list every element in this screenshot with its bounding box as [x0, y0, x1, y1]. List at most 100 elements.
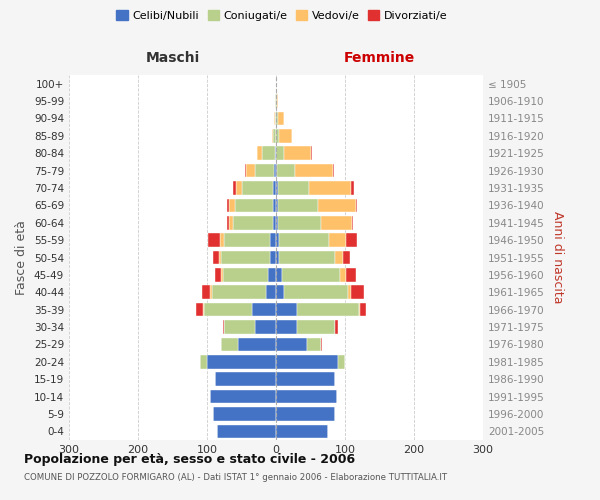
- Bar: [272, 198, 276, 212]
- Bar: [196, 303, 203, 316]
- Bar: [348, 286, 351, 299]
- Bar: [276, 390, 337, 404]
- Bar: [276, 303, 296, 316]
- Bar: [276, 338, 307, 351]
- Bar: [236, 181, 241, 195]
- Bar: [278, 112, 284, 125]
- Bar: [276, 94, 277, 108]
- Bar: [278, 216, 321, 230]
- Bar: [213, 250, 219, 264]
- Bar: [321, 216, 352, 230]
- Bar: [238, 338, 276, 351]
- Bar: [229, 216, 233, 230]
- Bar: [276, 198, 278, 212]
- Bar: [280, 234, 329, 247]
- Bar: [276, 234, 280, 247]
- Bar: [335, 320, 338, 334]
- Bar: [235, 198, 272, 212]
- Bar: [329, 234, 346, 247]
- Bar: [280, 129, 292, 142]
- Y-axis label: Fasce di età: Fasce di età: [16, 220, 28, 295]
- Legend: Celibi/Nubili, Coniugati/e, Vedovi/e, Divorziati/e: Celibi/Nubili, Coniugati/e, Vedovi/e, Di…: [114, 8, 450, 23]
- Bar: [346, 268, 356, 281]
- Bar: [346, 234, 357, 247]
- Bar: [202, 286, 211, 299]
- Bar: [318, 198, 356, 212]
- Bar: [212, 407, 276, 420]
- Bar: [276, 112, 278, 125]
- Y-axis label: Anni di nascita: Anni di nascita: [551, 211, 564, 304]
- Bar: [276, 286, 284, 299]
- Bar: [221, 250, 271, 264]
- Bar: [272, 216, 276, 230]
- Bar: [281, 268, 340, 281]
- Bar: [227, 198, 229, 212]
- Bar: [275, 112, 276, 125]
- Text: COMUNE DI POZZOLO FORMIGARO (AL) - Dati ISTAT 1° gennaio 2006 - Elaborazione TUT: COMUNE DI POZZOLO FORMIGARO (AL) - Dati …: [24, 472, 447, 482]
- Text: Popolazione per età, sesso e stato civile - 2006: Popolazione per età, sesso e stato civil…: [24, 452, 355, 466]
- Bar: [208, 234, 220, 247]
- Bar: [217, 424, 276, 438]
- Bar: [211, 286, 212, 299]
- Bar: [252, 303, 276, 316]
- Bar: [284, 146, 311, 160]
- Bar: [212, 286, 266, 299]
- Bar: [296, 303, 359, 316]
- Bar: [332, 164, 334, 177]
- Bar: [276, 146, 284, 160]
- Bar: [307, 338, 321, 351]
- Bar: [211, 390, 276, 404]
- Bar: [247, 164, 254, 177]
- Bar: [359, 303, 360, 316]
- Bar: [277, 164, 295, 177]
- Bar: [296, 320, 335, 334]
- Bar: [277, 94, 278, 108]
- Bar: [241, 181, 272, 195]
- Bar: [338, 355, 345, 368]
- Bar: [276, 320, 296, 334]
- Bar: [224, 234, 271, 247]
- Bar: [262, 146, 275, 160]
- Bar: [284, 286, 348, 299]
- Bar: [309, 181, 350, 195]
- Bar: [276, 268, 281, 281]
- Bar: [245, 164, 247, 177]
- Bar: [273, 129, 276, 142]
- Bar: [352, 216, 353, 230]
- Text: Femmine: Femmine: [344, 50, 415, 64]
- Bar: [271, 234, 276, 247]
- Bar: [200, 355, 207, 368]
- Bar: [257, 146, 262, 160]
- Bar: [276, 424, 328, 438]
- Bar: [207, 355, 276, 368]
- Bar: [215, 372, 276, 386]
- Bar: [272, 181, 276, 195]
- Bar: [223, 320, 224, 334]
- Bar: [220, 234, 224, 247]
- Bar: [276, 164, 277, 177]
- Bar: [233, 181, 236, 195]
- Bar: [274, 164, 276, 177]
- Bar: [276, 216, 278, 230]
- Bar: [335, 250, 343, 264]
- Bar: [271, 250, 276, 264]
- Bar: [356, 198, 358, 212]
- Bar: [278, 198, 318, 212]
- Bar: [321, 338, 322, 351]
- Bar: [276, 407, 335, 420]
- Bar: [272, 129, 273, 142]
- Bar: [276, 129, 280, 142]
- Bar: [274, 112, 275, 125]
- Bar: [276, 372, 335, 386]
- Bar: [203, 303, 252, 316]
- Bar: [254, 164, 274, 177]
- Bar: [215, 268, 221, 281]
- Bar: [256, 320, 276, 334]
- Bar: [280, 250, 335, 264]
- Bar: [275, 146, 276, 160]
- Bar: [350, 181, 354, 195]
- Bar: [343, 250, 350, 264]
- Bar: [221, 268, 223, 281]
- Text: Maschi: Maschi: [145, 50, 200, 64]
- Bar: [276, 355, 338, 368]
